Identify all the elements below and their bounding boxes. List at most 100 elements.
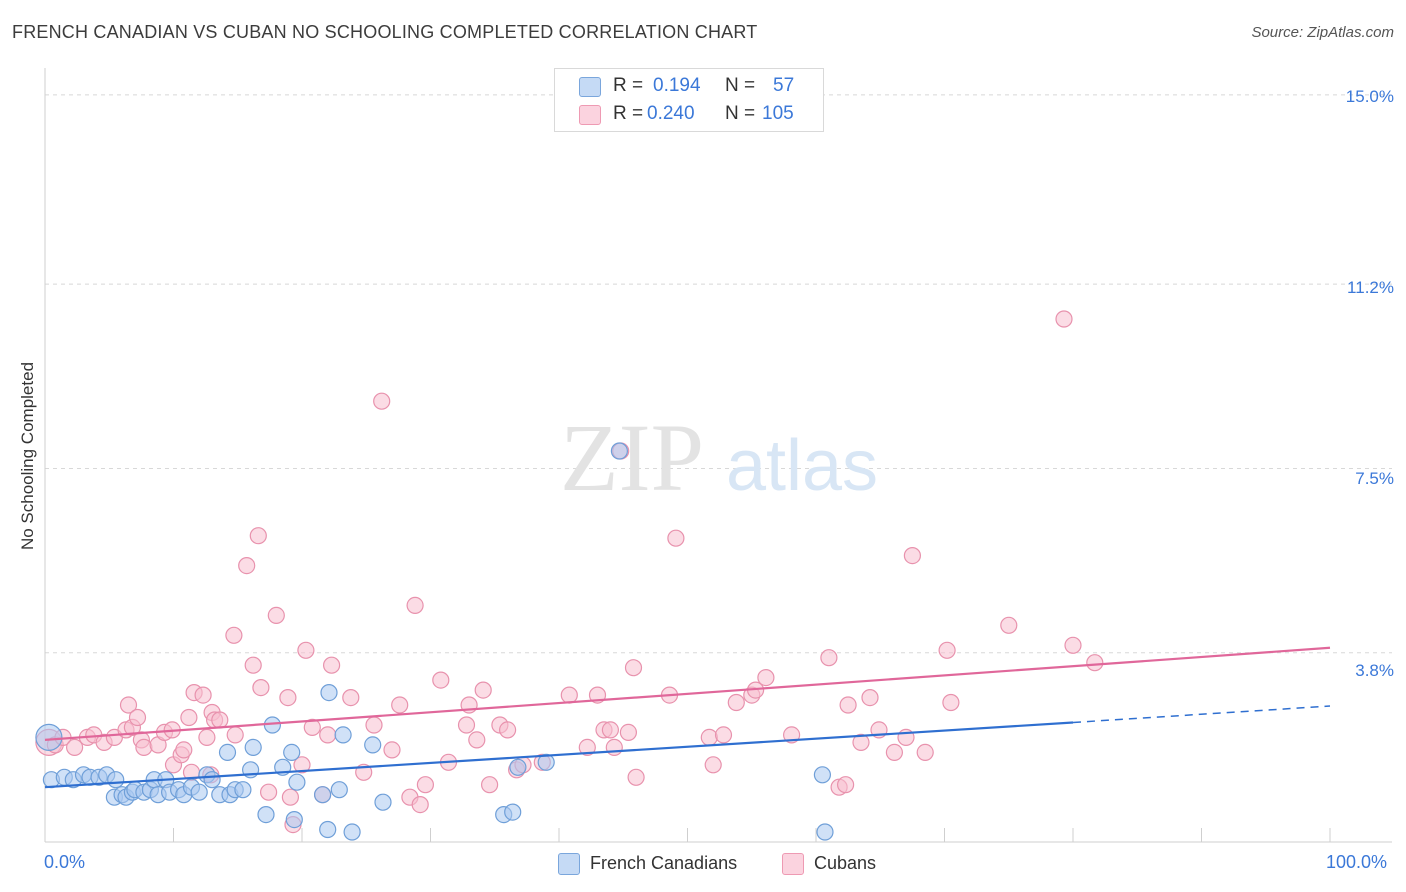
legend-swatch-blue	[558, 853, 580, 875]
watermark: ZIP atlas	[560, 404, 878, 511]
point-french-canadians	[244, 738, 262, 757]
point-cubans	[757, 668, 775, 687]
point-cubans	[1086, 654, 1104, 672]
point-cubans	[194, 686, 212, 704]
trendline-extension-french-canadians	[1072, 705, 1331, 724]
point-french-canadians	[334, 726, 352, 744]
point-cubans	[938, 641, 956, 659]
chart-title: FRENCH CANADIAN VS CUBAN NO SCHOOLING CO…	[12, 22, 758, 42]
point-french-canadians	[190, 783, 208, 801]
point-cubans	[365, 716, 383, 734]
x-tick-label-min: 0.0%	[44, 852, 86, 872]
point-cubans	[65, 738, 84, 757]
point-cubans	[211, 711, 229, 729]
point-cubans	[627, 768, 645, 786]
point-french-canadians	[509, 758, 527, 776]
point-cubans	[281, 788, 299, 806]
point-french-canadians	[320, 683, 338, 702]
r-value: 0.194	[653, 75, 701, 96]
point-cubans	[180, 708, 198, 727]
point-cubans	[885, 743, 904, 762]
point-cubans	[474, 681, 492, 699]
point-cubans	[468, 731, 486, 749]
point-cubans	[198, 728, 216, 747]
y-tick-label-11-2: 11.2%	[1347, 278, 1394, 297]
y-tick-label-3-8: 3.8%	[1355, 661, 1394, 680]
point-french-canadians	[813, 766, 832, 784]
point-french-canadians	[218, 743, 237, 762]
points-layer	[35, 310, 1104, 841]
point-french-canadians	[288, 773, 306, 791]
point-cubans	[1000, 616, 1018, 634]
grid-layer	[45, 94, 1392, 654]
point-cubans	[226, 726, 244, 744]
r-label: R =	[613, 103, 644, 124]
y-tick-label-15-0: 15.0%	[1345, 87, 1394, 106]
point-cubans	[323, 656, 341, 674]
point-cubans	[704, 756, 722, 774]
legend-swatch-pink	[579, 105, 601, 125]
stats-legend-row-french-canadians: R = 0.194 N = 57	[555, 73, 823, 101]
point-cubans	[942, 693, 960, 712]
point-cubans	[457, 716, 476, 734]
n-value: 57	[773, 75, 795, 96]
point-french-canadians	[35, 723, 63, 752]
point-cubans	[260, 783, 278, 801]
point-cubans	[481, 776, 499, 794]
point-cubans	[499, 721, 517, 739]
point-cubans	[416, 776, 434, 794]
point-french-canadians	[285, 810, 303, 829]
point-cubans	[852, 733, 870, 752]
stats-legend-row-cubans: R = 0.240 N = 105	[555, 101, 823, 129]
point-french-canadians	[234, 781, 252, 799]
point-french-canadians	[319, 820, 337, 839]
point-french-canadians	[610, 442, 629, 460]
x-tick-label-max: 100.0%	[1326, 852, 1388, 872]
trendline-french-canadians	[44, 721, 1074, 789]
point-french-canadians	[330, 781, 348, 799]
stats-legend: R = 0.194 N = 57 R = 0.240 N = 105	[554, 68, 824, 132]
point-cubans	[839, 696, 857, 714]
point-french-canadians	[203, 771, 221, 789]
point-cubans	[244, 656, 262, 674]
point-cubans	[1064, 636, 1082, 654]
point-french-canadians	[504, 803, 522, 821]
point-cubans	[249, 527, 267, 545]
trend-layer	[44, 646, 1331, 789]
y-tick-label-7-5: 7.5%	[1355, 469, 1394, 488]
point-cubans	[406, 596, 424, 615]
point-cubans	[279, 688, 297, 707]
n-label: N =	[725, 75, 756, 96]
point-cubans	[175, 741, 193, 759]
r-label: R =	[613, 75, 644, 96]
point-french-canadians	[283, 743, 301, 762]
point-cubans	[297, 641, 315, 659]
point-cubans	[601, 721, 620, 739]
point-cubans	[252, 678, 270, 697]
point-french-canadians	[364, 736, 382, 754]
point-french-canadians	[537, 753, 555, 771]
point-cubans	[119, 696, 138, 714]
point-french-canadians	[257, 805, 275, 824]
watermark-zip: ZIP	[560, 404, 704, 511]
point-cubans	[624, 659, 643, 677]
point-cubans	[373, 392, 391, 410]
point-cubans	[293, 756, 311, 774]
point-cubans	[303, 718, 321, 737]
watermark-atlas: atlas	[726, 426, 878, 506]
point-french-canadians	[107, 771, 125, 789]
n-value: 105	[762, 103, 794, 124]
point-cubans	[128, 708, 147, 727]
point-cubans	[714, 726, 733, 744]
point-cubans	[700, 728, 718, 747]
point-cubans	[267, 606, 285, 625]
point-cubans	[605, 738, 623, 757]
point-cubans	[560, 686, 578, 704]
point-cubans	[1055, 310, 1073, 328]
point-cubans	[225, 626, 243, 644]
axis-layer	[44, 68, 1392, 843]
point-french-canadians	[314, 786, 332, 804]
point-cubans	[619, 723, 638, 742]
trendline-cubans	[44, 646, 1331, 741]
